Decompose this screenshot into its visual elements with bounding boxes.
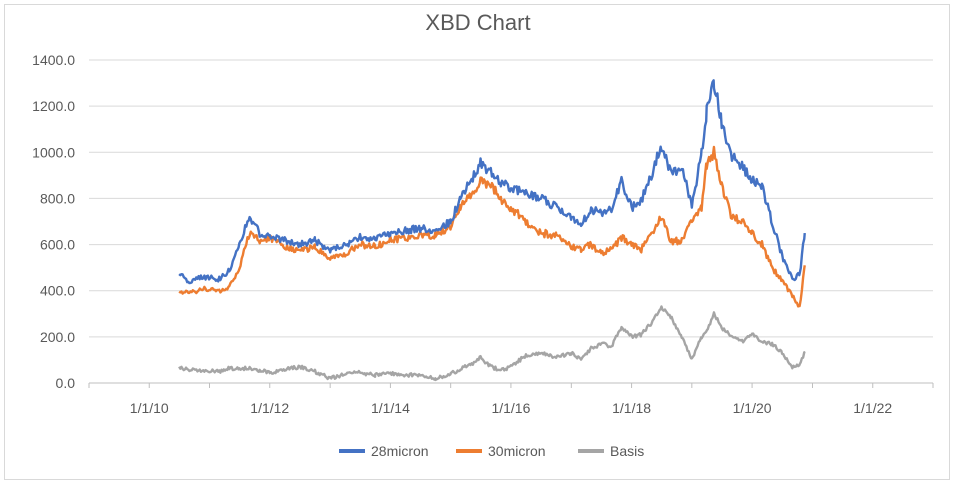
- y-tick-label: 600.0: [40, 237, 75, 253]
- x-tick-label: 1/1/20: [733, 400, 772, 416]
- series-line-28micron: [178, 79, 806, 285]
- x-tick-label: 1/1/10: [130, 400, 169, 416]
- chart-frame: [4, 4, 950, 480]
- y-tick-label: 400.0: [40, 283, 75, 299]
- x-axis-tick-labels: 1/1/10 1/1/12 1/1/14 1/1/16 1/1/18 1/1/20 1/1/…: [130, 400, 893, 416]
- x-tick-label: 1/1/16: [491, 400, 530, 416]
- y-tick-label: 1400.0: [32, 52, 75, 68]
- legend-label-basis: Basis: [610, 443, 644, 459]
- legend-label-28micron: 28micron: [371, 443, 429, 459]
- series-line-30micron: [178, 145, 806, 308]
- x-tick-label: 1/1/14: [371, 400, 410, 416]
- y-axis-tick-labels: 0.0 200.0 400.0 600.0 800.0 1000.0 1200.0 1400.…: [32, 52, 75, 391]
- x-tick-label: 1/1/12: [250, 400, 289, 416]
- y-tick-label: 0.0: [56, 375, 76, 391]
- y-tick-label: 1200.0: [32, 98, 75, 114]
- legend-label-30micron: 30micron: [488, 443, 546, 459]
- series-line-basis: [178, 305, 806, 382]
- gridlines: [89, 59, 933, 338]
- y-tick-label: 200.0: [40, 329, 75, 345]
- x-tick-label: 1/1/22: [853, 400, 892, 416]
- x-tick-label: 1/1/18: [612, 400, 651, 416]
- series-lines: [178, 79, 806, 382]
- legend: 28micron 30micron Basis: [339, 443, 644, 459]
- y-tick-label: 800.0: [40, 190, 75, 206]
- y-tick-label: 1000.0: [32, 144, 75, 160]
- chart-title: XBD Chart: [425, 10, 530, 35]
- x-axis: [88, 382, 934, 388]
